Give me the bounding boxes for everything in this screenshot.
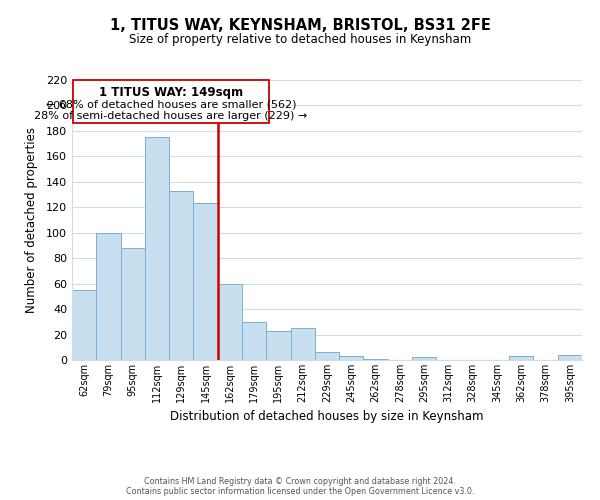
Bar [145, 138, 169, 360]
Bar [339, 356, 364, 360]
Y-axis label: Number of detached properties: Number of detached properties [25, 127, 38, 313]
Bar [412, 358, 436, 360]
Bar [509, 356, 533, 360]
Text: 1 TITUS WAY: 149sqm: 1 TITUS WAY: 149sqm [99, 86, 243, 100]
Bar [218, 284, 242, 360]
Bar [193, 204, 218, 360]
Text: Contains public sector information licensed under the Open Government Licence v3: Contains public sector information licen… [126, 487, 474, 496]
Text: ← 68% of detached houses are smaller (562): ← 68% of detached houses are smaller (56… [46, 99, 296, 109]
Bar [558, 355, 582, 360]
Bar [364, 358, 388, 360]
Bar [73, 80, 269, 124]
Bar [290, 328, 315, 360]
Text: 28% of semi-detached houses are larger (229) →: 28% of semi-detached houses are larger (… [34, 110, 308, 120]
Bar [72, 290, 96, 360]
Text: Size of property relative to detached houses in Keynsham: Size of property relative to detached ho… [129, 32, 471, 46]
Text: 1, TITUS WAY, KEYNSHAM, BRISTOL, BS31 2FE: 1, TITUS WAY, KEYNSHAM, BRISTOL, BS31 2F… [110, 18, 490, 32]
Bar [96, 232, 121, 360]
Bar [315, 352, 339, 360]
Text: Contains HM Land Registry data © Crown copyright and database right 2024.: Contains HM Land Registry data © Crown c… [144, 477, 456, 486]
Bar [242, 322, 266, 360]
Bar [121, 248, 145, 360]
Bar [169, 190, 193, 360]
Bar [266, 330, 290, 360]
X-axis label: Distribution of detached houses by size in Keynsham: Distribution of detached houses by size … [170, 410, 484, 424]
